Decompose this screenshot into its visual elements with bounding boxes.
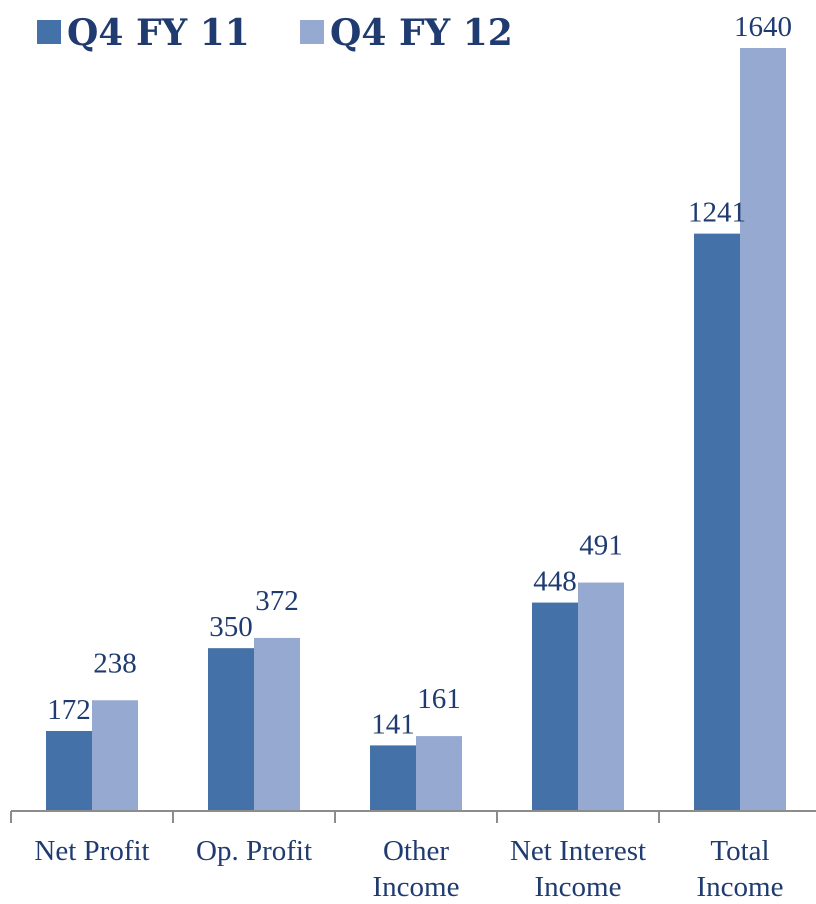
legend-label-q4-fy-12: Q4 FY 12 xyxy=(330,12,513,54)
data-label-net-profit-q4-fy-12: 238 xyxy=(93,647,137,679)
bar-op-profit-q4-fy-11 xyxy=(208,648,254,811)
x-axis-tick-labels: Net Profit Op. Profit Other Income Net Inter… xyxy=(34,835,783,903)
bar-op-profit-q4-fy-12 xyxy=(254,638,300,811)
bar-net-interest-income-q4-fy-12 xyxy=(578,583,624,811)
legend-label-q4-fy-11: Q4 FY 11 xyxy=(67,12,250,54)
bar-other-income-q4-fy-12 xyxy=(416,736,462,811)
data-label-total-income-q4-fy-12: 1640 xyxy=(734,11,792,43)
x-axis-ticks xyxy=(11,811,816,823)
bar-total-income-q4-fy-12 xyxy=(740,48,786,811)
data-label-other-income-q4-fy-11: 141 xyxy=(371,708,415,740)
data-label-total-income-q4-fy-11: 1241 xyxy=(688,197,746,229)
legend: Q4 FY 11 Q4 FY 12 xyxy=(37,12,513,54)
bar-net-interest-income-q4-fy-11 xyxy=(532,603,578,811)
bar-net-profit-q4-fy-12 xyxy=(92,700,138,811)
data-label-op-profit-q4-fy-12: 372 xyxy=(255,585,299,617)
data-label-other-income-q4-fy-12: 161 xyxy=(417,683,461,715)
x-tick-label-net-interest-income: Net Interest Income xyxy=(510,835,646,903)
x-tick-label-total-income: Total Income xyxy=(697,835,784,903)
bar-other-income-q4-fy-11 xyxy=(370,745,416,811)
legend-swatch-q4-fy-12 xyxy=(300,20,324,44)
data-label-net-interest-income-q4-fy-11: 448 xyxy=(533,566,577,598)
x-tick-label-other-income: Other Income xyxy=(373,835,460,903)
data-label-net-profit-q4-fy-11: 172 xyxy=(47,694,91,726)
bar-total-income-q4-fy-11 xyxy=(694,234,740,811)
bars xyxy=(46,48,786,811)
x-tick-label-op-profit: Op. Profit xyxy=(196,835,312,867)
bar-net-profit-q4-fy-11 xyxy=(46,731,92,811)
legend-swatch-q4-fy-11 xyxy=(37,20,61,44)
data-label-net-interest-income-q4-fy-12: 491 xyxy=(579,530,623,562)
data-label-op-profit-q4-fy-11: 350 xyxy=(209,611,253,643)
x-tick-label-net-profit: Net Profit xyxy=(34,835,149,867)
